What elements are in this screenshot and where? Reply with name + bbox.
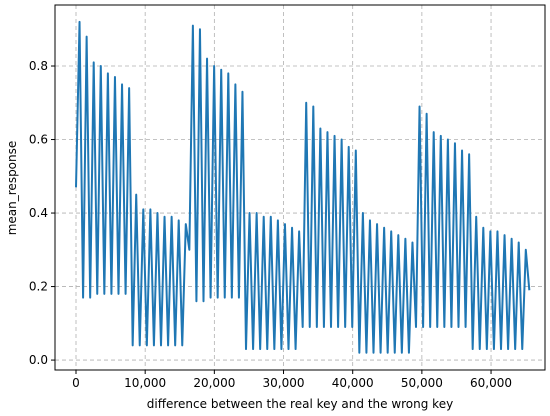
- x-tick-label: 0: [72, 376, 80, 390]
- x-tick-label: 60,000: [470, 376, 512, 390]
- x-tick-label: 10,000: [124, 376, 166, 390]
- y-tick-label: 0.8: [29, 59, 48, 73]
- y-tick-label: 0.0: [29, 353, 48, 367]
- x-tick-label: 40,000: [332, 376, 374, 390]
- y-tick-label: 0.4: [29, 206, 48, 220]
- plot-frame: [54, 4, 546, 371]
- x-tick-label: 30,000: [263, 376, 305, 390]
- y-axis-label: mean_response: [5, 141, 19, 236]
- x-axis-label: difference between the real key and the …: [147, 397, 453, 411]
- y-tick-label: 0.2: [29, 280, 48, 294]
- line: [75, 20, 531, 354]
- y-tick-label: 0.6: [29, 133, 48, 147]
- x-tick-label: 20,000: [193, 376, 235, 390]
- x-tick-label: 50,000: [401, 376, 443, 390]
